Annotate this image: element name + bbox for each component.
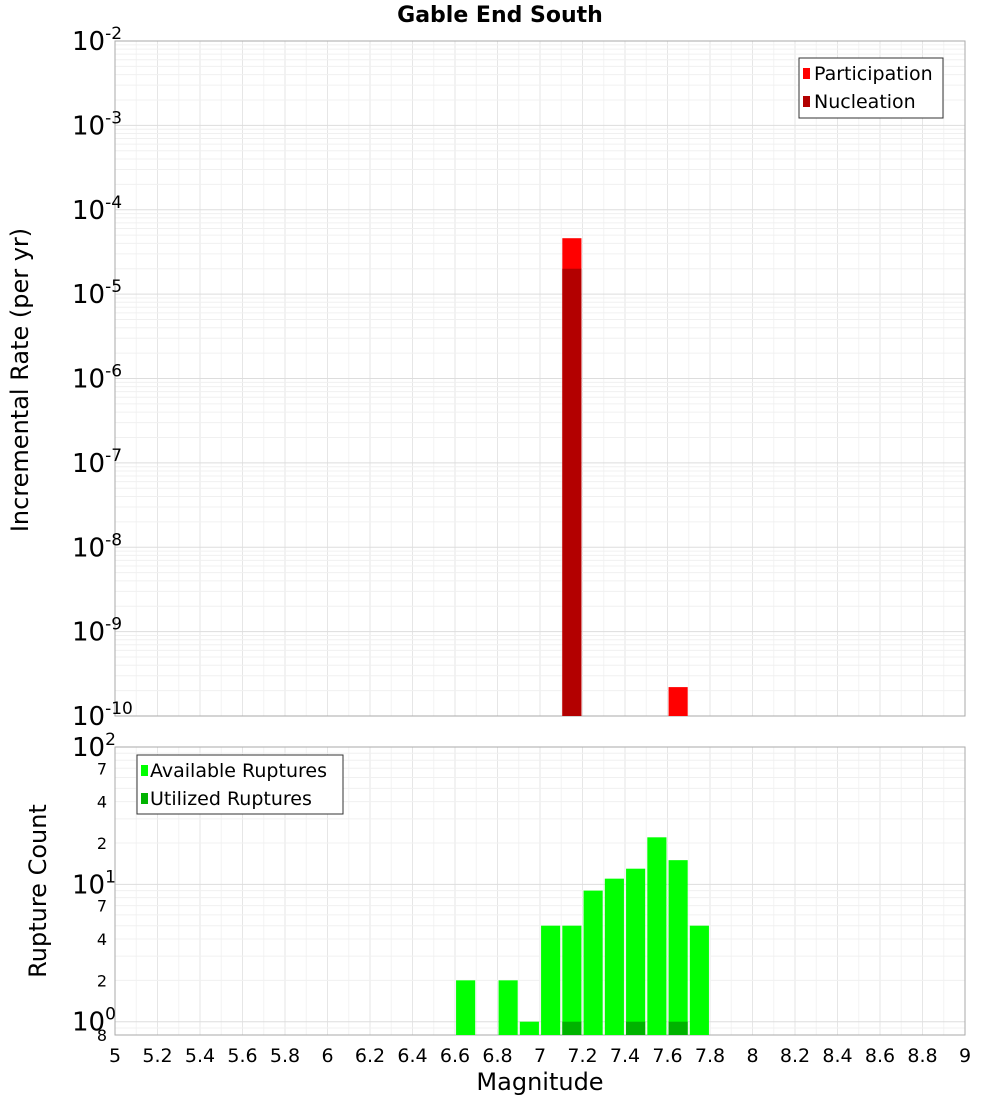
y-tick-label: 10-10	[72, 699, 133, 732]
y-tick-label: 10-8	[72, 530, 122, 563]
y-tick-label: 10-5	[72, 277, 122, 310]
x-tick-label: 5.4	[185, 1045, 215, 1067]
y-tick-label: 10-3	[72, 108, 122, 141]
y-minor-tick-label: 7	[97, 897, 107, 916]
top-bar-nucleation	[562, 268, 582, 716]
y-tick-label: 101	[72, 867, 116, 900]
bottom-bar-available-ruptures	[456, 980, 476, 1035]
x-tick-label: 8.6	[865, 1045, 895, 1067]
x-tick-label: 6.8	[482, 1045, 512, 1067]
top-y-axis-label: Incremental Rate (per yr)	[6, 228, 34, 532]
bottom-legend-box	[136, 754, 344, 815]
y-tick-label: 100	[72, 1005, 116, 1038]
y-tick-label: 10-4	[72, 193, 122, 226]
bottom-bar-available-ruptures	[562, 925, 582, 1035]
bottom-bar-utilized-ruptures	[626, 1021, 646, 1035]
x-tick-label: 7.2	[567, 1045, 597, 1067]
bottom-plot-area	[114, 746, 966, 1036]
bottom-y-axis-label: Rupture Count	[24, 804, 52, 978]
y-minor-tick-label: 2	[97, 971, 107, 990]
x-tick-label: 7.6	[652, 1045, 682, 1067]
bottom-bar-available-ruptures	[647, 837, 667, 1035]
top-legend-box	[798, 57, 944, 119]
x-tick-label: 6.4	[397, 1045, 427, 1067]
x-tick-label: 6.2	[355, 1045, 385, 1067]
bottom-bar-available-ruptures	[541, 925, 561, 1035]
y-minor-tick-label: 4	[97, 793, 107, 812]
legend-swatch-nucleation	[803, 96, 810, 107]
bottom-bar-available-ruptures	[626, 868, 646, 1035]
bottom-y-tick-labels: 100 101 102 8 2 4 7 2 4 7	[72, 730, 116, 1045]
y-tick-label: 102	[72, 730, 116, 763]
x-tick-label: 5	[109, 1045, 121, 1067]
legend-swatch-available	[141, 765, 148, 776]
legend-label-participation: Participation	[814, 63, 933, 85]
top-y-tick-labels: 10-10 10-9 10-8 10-7 10-6 10-5 10-4 10-3 10-2	[72, 24, 133, 732]
y-tick-label: 10-6	[72, 362, 122, 395]
legend-label-utilized: Utilized Ruptures	[150, 788, 312, 810]
legend-label-nucleation: Nucleation	[814, 91, 916, 113]
y-tick-label: 10-7	[72, 446, 122, 479]
x-axis-label: Magnitude	[476, 1068, 603, 1096]
x-tick-label: 8.8	[907, 1045, 937, 1067]
x-tick-label: 7.8	[695, 1045, 725, 1067]
x-tick-label: 5.8	[270, 1045, 300, 1067]
x-tick-label: 7	[534, 1045, 546, 1067]
legend-label-available: Available Ruptures	[150, 760, 327, 782]
x-tick-labels: 5 5.2 5.4 5.6 5.8 6 6.2 6.4 6.6 6.8 7 7.2 7.4 7.6 7.8 8…	[109, 1045, 971, 1067]
y-minor-tick-label: 8	[97, 1026, 107, 1045]
top-plot-area	[114, 40, 966, 717]
x-tick-label: 7.4	[610, 1045, 640, 1067]
bottom-bar-available-ruptures	[604, 878, 624, 1035]
x-tick-label: 8	[746, 1045, 758, 1067]
top-bars	[562, 238, 688, 716]
legend-swatch-participation	[803, 68, 810, 79]
y-minor-tick-label: 4	[97, 930, 107, 949]
bottom-bar-available-ruptures	[498, 980, 518, 1035]
x-tick-label: 8.4	[822, 1045, 852, 1067]
legend-swatch-utilized	[141, 793, 148, 804]
bottom-bar-available-ruptures	[689, 925, 709, 1035]
top-bar-participation	[668, 687, 688, 716]
y-tick-label: 10-9	[72, 615, 122, 648]
x-tick-label: 6	[321, 1045, 333, 1067]
top-plot-grid	[115, 41, 965, 716]
y-minor-tick-label: 7	[97, 759, 107, 778]
x-tick-label: 9	[959, 1045, 971, 1067]
x-tick-label: 6.6	[440, 1045, 470, 1067]
bottom-bar-utilized-ruptures	[562, 1021, 582, 1035]
bottom-legend: Available Ruptures Utilized Ruptures	[136, 754, 344, 815]
x-tick-label: 8.2	[780, 1045, 810, 1067]
chart-title: Gable End South	[397, 3, 603, 28]
bottom-bars	[456, 837, 709, 1035]
bottom-bar-utilized-ruptures	[668, 1021, 688, 1035]
x-tick-label: 5.6	[227, 1045, 257, 1067]
bottom-bar-available-ruptures	[583, 890, 603, 1035]
y-tick-label: 10-2	[72, 24, 122, 57]
top-legend: Participation Nucleation	[798, 57, 944, 119]
bottom-bar-available-ruptures	[668, 860, 688, 1035]
bottom-bar-available-ruptures	[519, 1021, 539, 1035]
y-minor-tick-label: 2	[97, 834, 107, 853]
x-tick-label: 5.2	[142, 1045, 172, 1067]
